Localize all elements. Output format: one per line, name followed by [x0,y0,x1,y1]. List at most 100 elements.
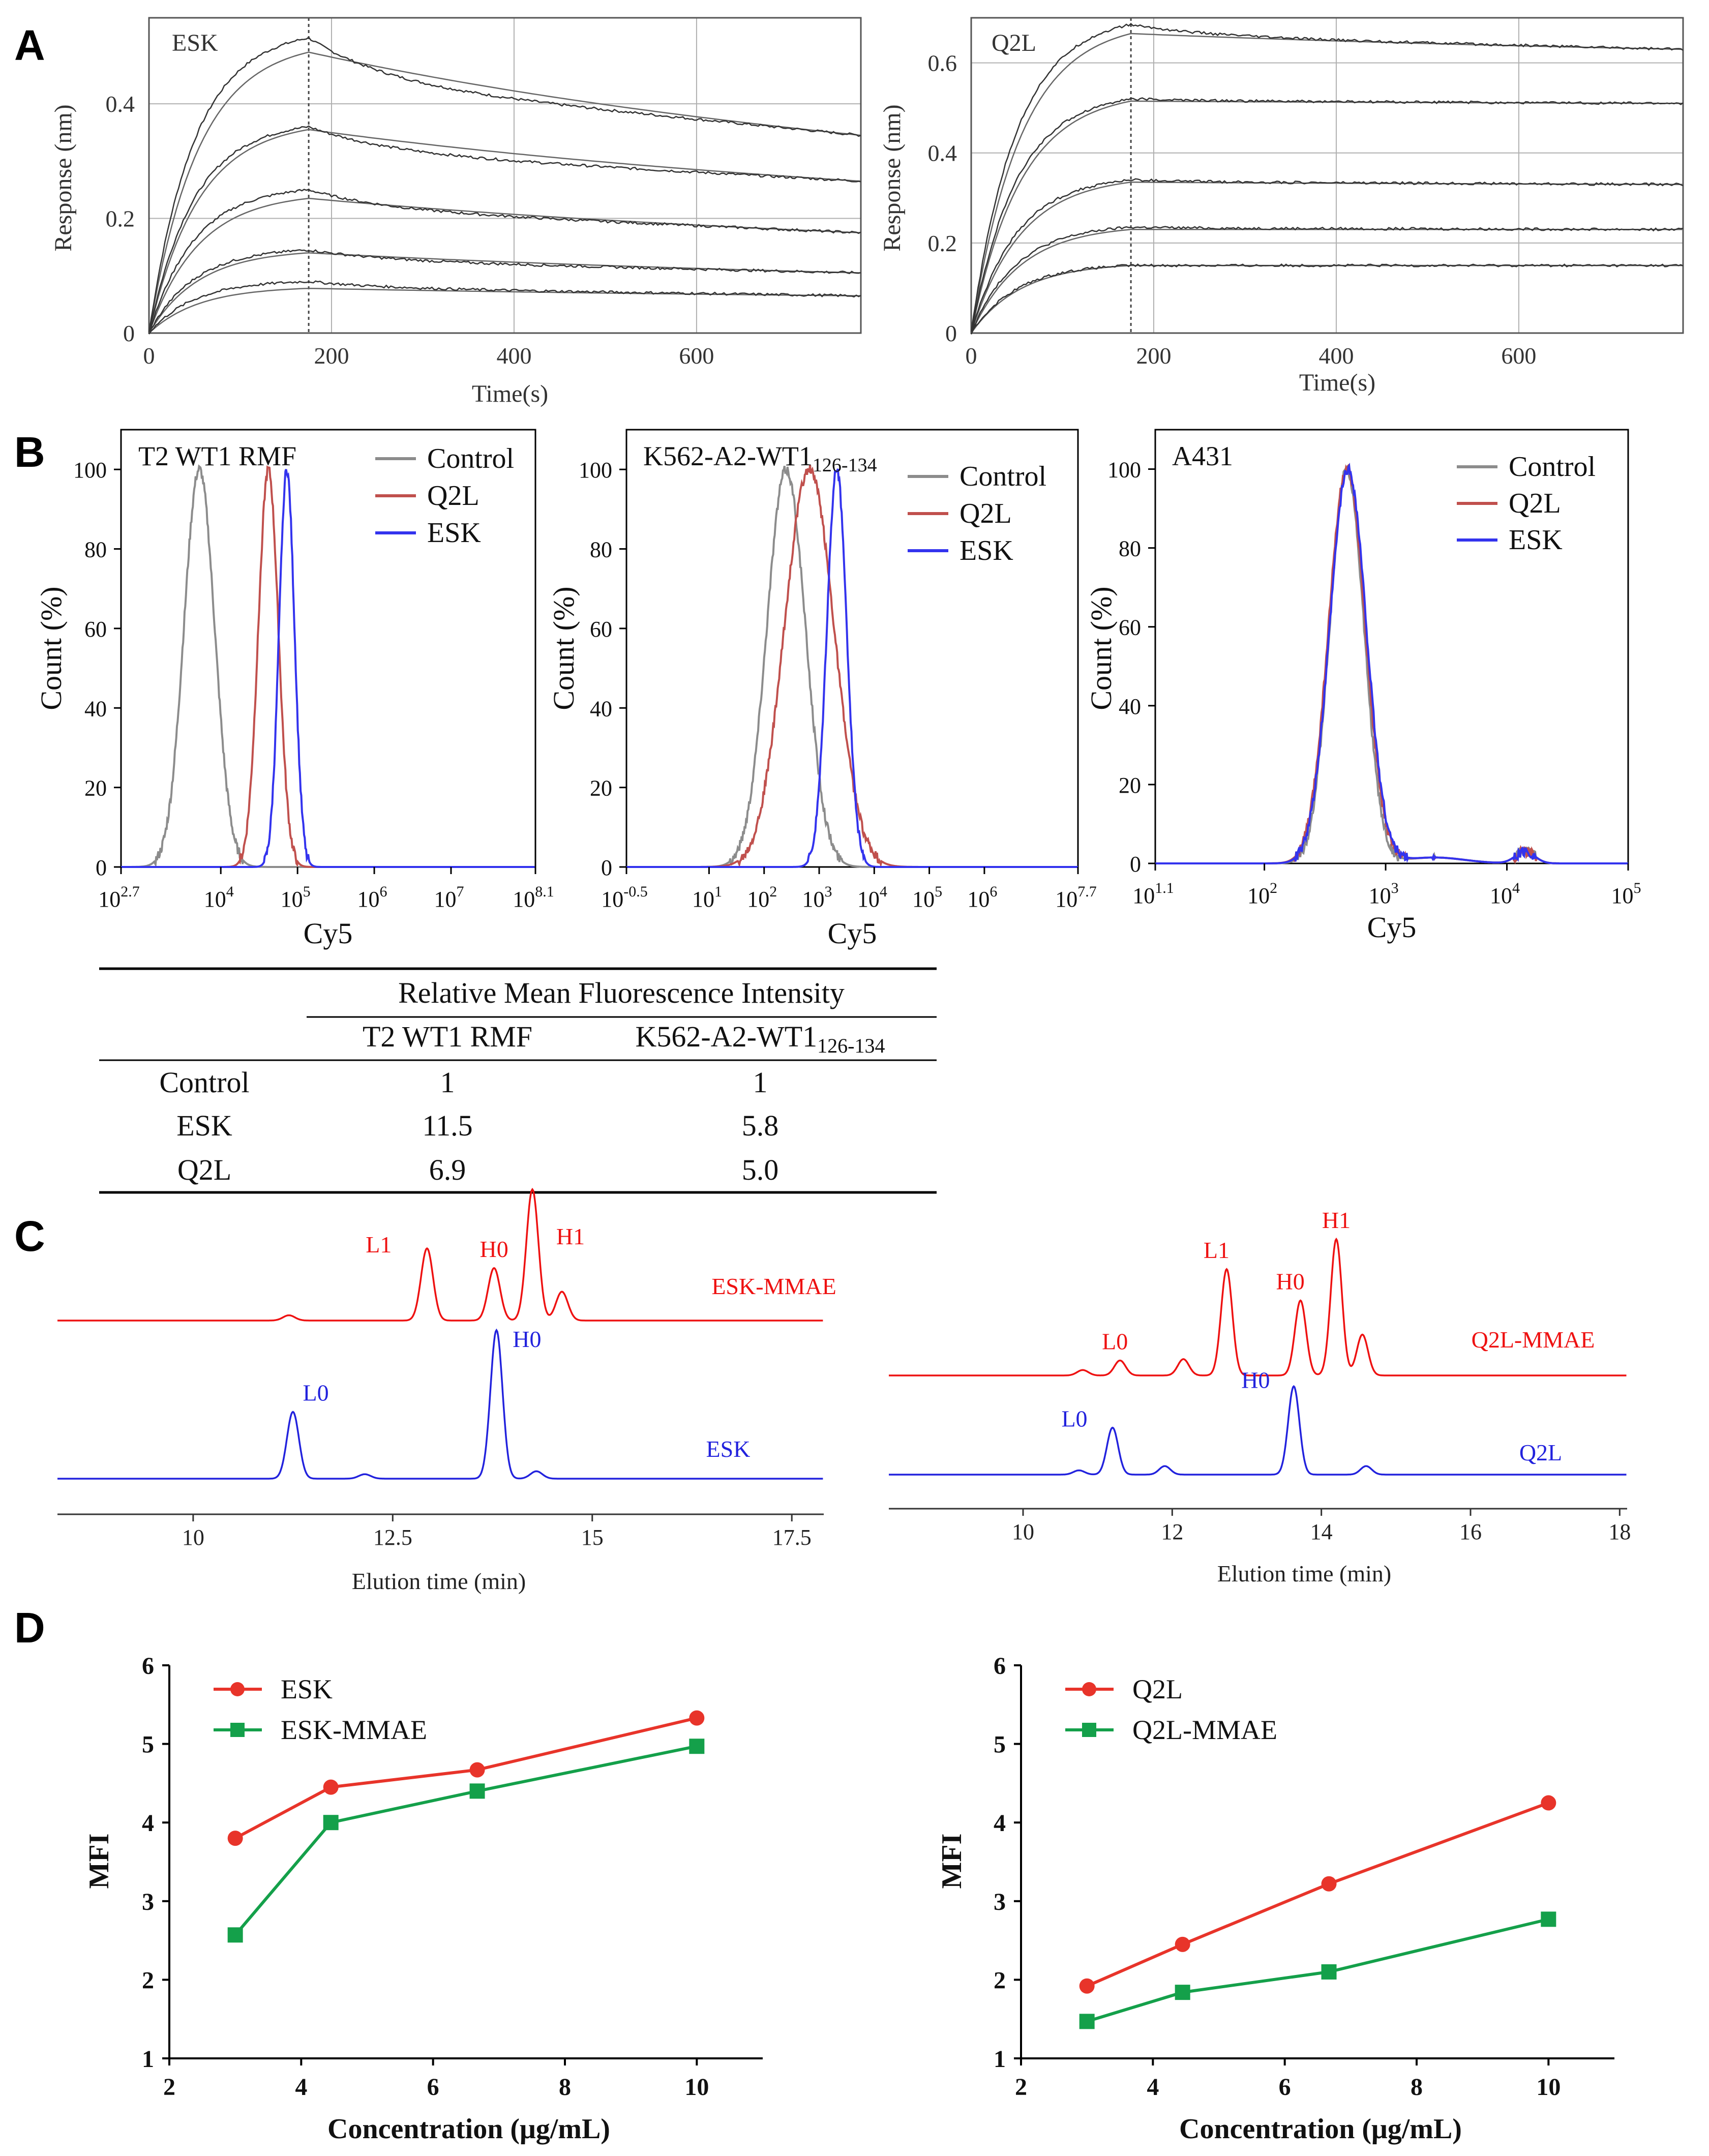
data-point [323,1815,339,1831]
cell-k562: 5.8 [742,1109,779,1142]
fitted-curve [970,264,1683,334]
cell-t2: 11.5 [422,1109,472,1142]
tick-label: 6 [1279,2074,1291,2101]
tick-base: 10 [857,887,880,912]
tick-label: 0 [601,855,612,880]
tick-exponent: 5 [303,883,311,900]
tick-exponent: -0.5 [623,883,648,900]
tick-label: 102 [1247,880,1277,908]
tick-label: 15 [581,1525,604,1550]
tick-label: 4 [295,2074,307,2101]
mfi-series [1079,1795,1556,2029]
legend-control: Control [960,461,1046,492]
tick-label: 200 [314,343,349,369]
measured-curve [970,263,1684,335]
tick-label: 40 [1119,694,1141,719]
table-row: ESK 11.5 5.8 [176,1109,778,1142]
histogram-curves [1155,462,1628,864]
tick-label: 107.7 [1055,883,1097,912]
tick-exponent: 6 [380,883,387,900]
data-point [227,1927,243,1943]
tick-label: 102 [747,883,777,912]
peak-label-h0: H0 [1241,1367,1270,1393]
peak-label-l0: L0 [1061,1406,1087,1432]
axis-ticks: 10 12 14 16 18 [1012,1509,1631,1544]
mfi-series [227,1710,705,1943]
tick-exponent: 7.7 [1077,883,1097,900]
measured-curve [970,178,1684,333]
tick-label: 200 [1136,343,1171,369]
histogram-esk [1155,462,1628,864]
grid [149,18,861,333]
panel-label-d: D [14,1604,45,1652]
cell-k562: 1 [753,1066,768,1099]
tick-label: 10 [182,1525,204,1550]
tick-exponent: 4 [226,883,234,900]
fitted-curve [148,51,861,334]
tick-exponent: 2 [1270,880,1277,896]
plot-frame [625,429,1079,868]
peak-label-h1: H1 [1322,1207,1351,1233]
legend: Q2L Q2L-MMAE [1065,1674,1277,1745]
tick-exponent: 5 [1634,880,1641,896]
tick-base: 10 [747,887,769,912]
fitted-curve [148,129,861,334]
cell-k562: 5.0 [742,1153,779,1186]
tick-exponent: 1 [714,883,722,900]
tick-label: 10 [684,2074,709,2101]
x-axis-label: Cy5 [1367,911,1417,944]
tick-base: 10 [1369,883,1391,908]
x-axis-label: Cy5 [828,917,877,950]
x-axis-label: Concentration (μg/mL) [1179,2113,1462,2145]
tick-label: 106 [357,883,387,912]
legend-q2l: Q2L [1509,488,1561,519]
plot-frame [148,17,862,334]
panel-label-a: A [14,21,45,69]
tick-label: 6 [994,1653,1006,1680]
fitted-curve [148,287,861,334]
panel-label-c: C [14,1212,45,1260]
legend-control: Control [427,443,514,474]
y-axis-label: Response (nm) [50,104,77,251]
data-point [323,1779,339,1795]
tick-label: 103 [802,883,832,912]
tick-label: 1 [142,2046,154,2073]
chromatogram-traces: L1 H0 H1 L0 H0 [57,1187,823,1480]
tick-base: 10 [802,887,825,912]
tick-exponent: 2 [769,883,777,900]
x-axis-label: Elution time (min) [352,1568,526,1594]
tick-label: 108.1 [513,883,554,912]
legend: Control Q2L ESK [908,461,1046,566]
x-axis-label: Cy5 [304,917,353,950]
tick-label: 0 [945,320,957,346]
trace-label-esk: ESK [706,1436,751,1462]
tick-label: 105 [281,883,311,912]
measured-curve [148,280,861,335]
peak-label-l0: L0 [1102,1329,1128,1355]
tick-label: 3 [994,1889,1006,1915]
sensorgram-curves [970,22,1684,335]
tick-label: 102.7 [98,883,140,912]
chart-title: A431 [1172,441,1233,471]
tick-base: 10 [1247,883,1270,908]
tick-label: 0 [123,320,135,346]
chart-title: T2 WT1 RMF [138,441,296,471]
chart-title: K562-A2-WT1126-134 [643,441,877,476]
row-label: Control [159,1066,249,1099]
tick-label: 8 [559,2074,571,2101]
peak-label-l1: L1 [1204,1237,1230,1263]
histogram-curves [121,464,535,868]
legend-marker-esk [230,1682,245,1696]
tick-label: 60 [1119,615,1141,640]
legend-esk: ESK [960,535,1013,566]
panel-a-q2l-chart: 0 0.2 0.4 0.6 0 200 400 600 Q2L Time(s) Respons… [879,17,1684,396]
tick-base: 10 [98,887,121,912]
fitted-curve [970,182,1683,334]
panel-c-q2l-chromatogram: L0 L1 H0 H1 L0 H0 10 12 14 16 18 Q2L-MMAE Q2L Elu… [889,1207,1631,1586]
tick-label: 0.2 [928,230,957,256]
tick-label: 20 [590,776,612,801]
